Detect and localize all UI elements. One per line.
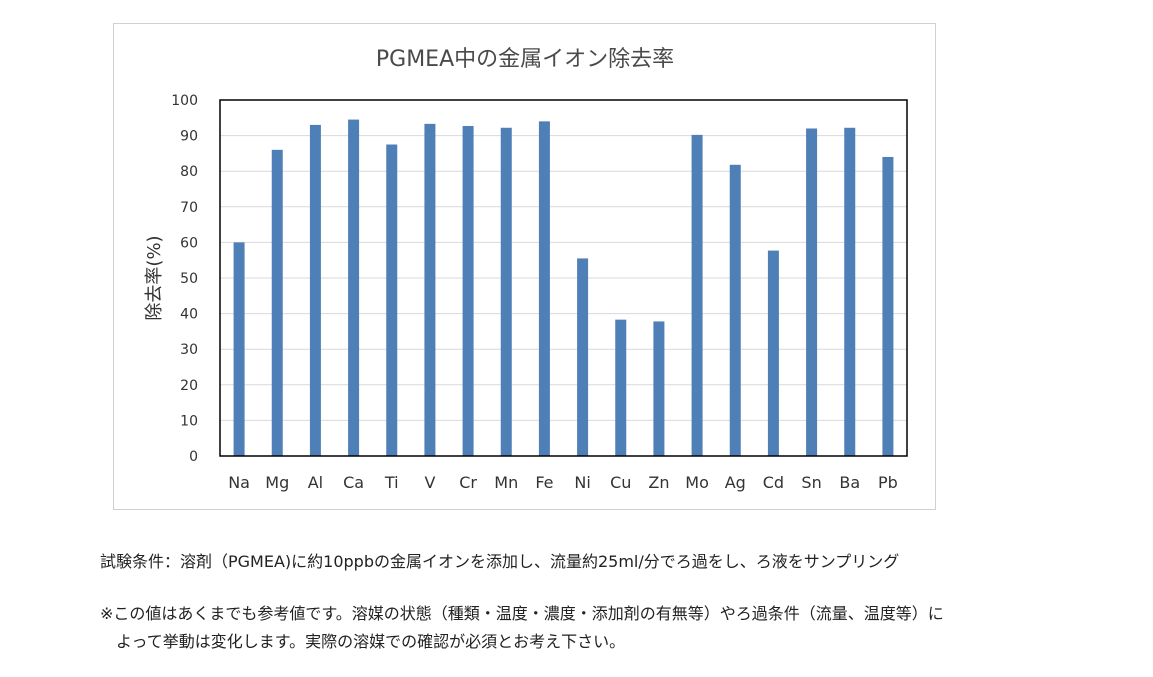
y-tick-label: 30 <box>180 342 198 358</box>
bar-cu <box>615 319 627 456</box>
chart-title: PGMEA中の金属イオン除去率 <box>376 47 674 72</box>
bar-ag <box>729 164 741 457</box>
x-tick-label: Pb <box>878 473 898 492</box>
y-tick-label: 60 <box>180 235 198 251</box>
x-tick-label: Mg <box>265 473 289 492</box>
y-tick-label: 20 <box>180 378 198 394</box>
y-axis-label: 除去率(%) <box>144 235 165 320</box>
bar-ba <box>844 127 856 456</box>
x-tick-label: Mo <box>685 473 709 492</box>
x-tick-label: Ti <box>384 473 399 492</box>
x-tick-label: Cu <box>610 473 631 492</box>
x-tick-label: Mn <box>494 473 518 492</box>
x-tick-label: Ag <box>725 473 746 492</box>
bar-mn <box>500 127 512 456</box>
bar-ti <box>386 144 398 456</box>
bar-cr <box>462 125 474 456</box>
y-tick-label: 80 <box>180 164 198 180</box>
bar-na <box>233 242 245 456</box>
disclaimer-note-line1: ※この値はあくまでも参考値です。溶媒の状態（種類・温度・濃度・添加剤の有無等）や… <box>100 604 944 623</box>
bar-fe <box>538 121 550 457</box>
bar-ni <box>577 258 589 456</box>
bar-sn <box>806 128 818 456</box>
x-tick-label: Cd <box>763 473 784 492</box>
disclaimer-note-line2: よって挙動は変化します。実際の溶媒での確認が必須とお考え下さい。 <box>116 632 626 651</box>
x-tick-label: Cr <box>459 473 477 492</box>
bar-v <box>424 123 436 457</box>
y-tick-label: 100 <box>171 93 198 109</box>
test-conditions-note: 試験条件：溶剤（PGMEA)に約10ppbの金属イオンを添加し、流量約25ml/… <box>100 552 900 571</box>
x-tick-label: Ca <box>343 473 364 492</box>
bar-mg <box>271 149 283 456</box>
bar-chart: PGMEA中の金属イオン除去率 0 10 20 30 40 50 60 70 80 90 100 Na M… <box>144 47 908 492</box>
y-tick-label: 40 <box>180 307 198 323</box>
y-tick-label: 70 <box>180 200 198 216</box>
x-tick-label: Ba <box>839 473 860 492</box>
y-tick-label: 0 <box>189 449 198 465</box>
y-tick-label: 50 <box>180 271 198 287</box>
bar-pb <box>882 156 894 456</box>
chart-frame: PGMEA中の金属イオン除去率 0 10 20 30 40 50 60 70 80 90 100 Na M… <box>113 23 936 510</box>
x-tick-label: Sn <box>801 473 821 492</box>
bar-cd <box>767 250 779 456</box>
bar-al <box>309 124 321 457</box>
plot-border <box>219 99 908 457</box>
x-tick-label: Ni <box>574 473 590 492</box>
bar-mo <box>691 134 703 456</box>
x-tick-label: Zn <box>648 473 669 492</box>
bar-ca <box>348 119 360 456</box>
y-tick-label: 10 <box>180 413 198 429</box>
x-tick-label: Fe <box>535 473 553 492</box>
bar-zn <box>653 321 665 456</box>
x-tick-label: Al <box>308 473 323 492</box>
x-tick-label: V <box>424 473 435 492</box>
y-tick-label: 90 <box>180 129 198 145</box>
x-tick-label: Na <box>228 473 250 492</box>
